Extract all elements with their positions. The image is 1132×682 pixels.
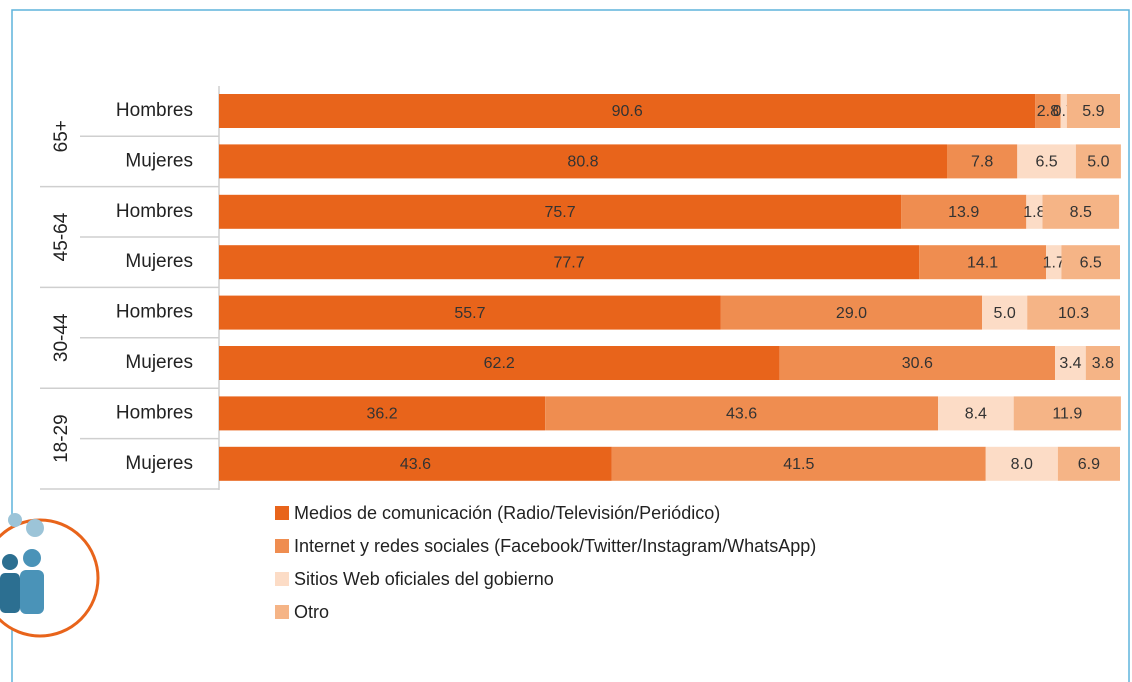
bar-segment <box>1061 245 1120 280</box>
value-label: 6.5 <box>1080 254 1102 271</box>
value-label: 43.6 <box>726 406 757 423</box>
value-label: 6.9 <box>1078 456 1100 473</box>
value-label: 43.6 <box>400 456 431 473</box>
legend-swatch <box>275 572 289 586</box>
bar-segment <box>1026 194 1043 229</box>
legend-label: Otro <box>294 602 329 622</box>
bar-segment <box>947 144 1018 179</box>
bar-segment <box>1042 194 1120 229</box>
value-label: 55.7 <box>454 305 485 322</box>
category-label: Mujeres <box>125 352 193 373</box>
bar-segment <box>901 194 1027 229</box>
bar-segment <box>985 446 1058 481</box>
value-label: 62.2 <box>484 355 515 372</box>
bar-segment <box>720 295 983 330</box>
value-label: 90.6 <box>612 103 643 120</box>
value-label: 5.0 <box>1087 154 1109 171</box>
value-label: 30.6 <box>902 355 933 372</box>
bar-segment <box>611 446 986 481</box>
icon <box>0 513 100 638</box>
category-label: Hombres <box>116 100 193 121</box>
bar-segment <box>1060 94 1067 128</box>
bar-segment <box>219 346 780 380</box>
bar-segment <box>1046 245 1062 280</box>
value-label: 3.4 <box>1059 355 1081 372</box>
legend-swatch <box>275 539 289 553</box>
bar-segment <box>1027 295 1120 330</box>
bar-segment <box>1035 94 1061 128</box>
bar-segment <box>545 396 938 431</box>
value-label: 8.4 <box>965 406 987 423</box>
bar-segment <box>219 94 1036 128</box>
value-label: 13.9 <box>948 204 979 221</box>
legend-swatch <box>275 506 289 520</box>
frame <box>11 9 1130 682</box>
category-label: Hombres <box>116 302 193 323</box>
bar-segment <box>1085 346 1120 380</box>
bar-segment <box>919 245 1047 280</box>
value-label: 8.0 <box>1011 456 1033 473</box>
legend-label: Sitios Web oficiales del gobierno <box>294 569 554 589</box>
group-label: 45-64 <box>51 212 72 261</box>
value-label: 8.5 <box>1070 204 1092 221</box>
category-label: Mujeres <box>125 453 193 474</box>
value-label: 14.1 <box>967 254 998 271</box>
legend-label: Internet y redes sociales (Facebook/Twit… <box>294 536 816 556</box>
bar-segment <box>1075 144 1121 179</box>
bar-segment <box>219 194 902 229</box>
bar-segment <box>219 446 612 481</box>
value-label: 77.7 <box>553 254 584 271</box>
value-label: 10.3 <box>1058 305 1089 322</box>
legend-swatch <box>275 605 289 619</box>
group-label: 18-29 <box>51 414 72 463</box>
value-label: 36.2 <box>367 406 398 423</box>
bar-segment <box>219 144 948 179</box>
value-label: 5.0 <box>994 305 1016 322</box>
bar-segment <box>219 295 721 330</box>
category-label: Hombres <box>116 402 193 423</box>
category-label: Mujeres <box>125 251 193 272</box>
value-label: 11.9 <box>1052 406 1082 423</box>
category-label: Mujeres <box>125 150 193 171</box>
legend-label: Medios de comunicación (Radio/Televisión… <box>294 503 720 523</box>
value-label: 6.5 <box>1035 154 1057 171</box>
bar-segment <box>937 396 1014 431</box>
value-label: 2.8 <box>1037 103 1059 120</box>
value-label: 1.8 <box>1023 204 1045 221</box>
bar-segment <box>1055 346 1086 380</box>
bar-segment <box>219 396 546 431</box>
value-label: 1.7 <box>1043 254 1065 271</box>
bar-segment <box>982 295 1028 330</box>
value-label: 5.9 <box>1082 103 1104 120</box>
value-label: 29.0 <box>836 305 867 322</box>
value-label: 75.7 <box>544 204 575 221</box>
bar-segment <box>1017 144 1076 179</box>
value-label: 7.8 <box>971 154 993 171</box>
bar-segment <box>1057 446 1120 481</box>
group-label: 65+ <box>51 120 72 152</box>
bar-segment <box>1066 94 1120 128</box>
bar-segment <box>779 346 1056 380</box>
value-label: 80.8 <box>567 154 598 171</box>
category-label: Hombres <box>116 201 193 222</box>
bar-segment <box>1013 396 1121 431</box>
group-label: 30-44 <box>51 313 72 362</box>
bar-segment <box>219 245 920 280</box>
value-label: 41.5 <box>783 456 814 473</box>
value-label: 3.8 <box>1092 355 1114 372</box>
